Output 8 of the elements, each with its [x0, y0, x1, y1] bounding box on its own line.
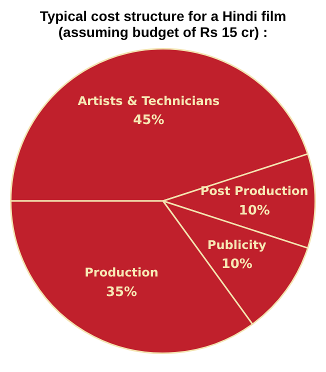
chart-title: Typical cost structure for a Hindi film (assuming budget of Rs 15 cr) : — [38, 8, 288, 40]
slice-label: Production — [84, 266, 158, 280]
data-label: 35% — [106, 284, 138, 300]
slice-label: Artists & Technicians — [78, 94, 220, 108]
data-label: 45% — [133, 113, 164, 128]
data-label: 10% — [238, 203, 270, 218]
data-label: 10% — [221, 257, 252, 272]
slice-label: Publicity — [207, 238, 267, 252]
